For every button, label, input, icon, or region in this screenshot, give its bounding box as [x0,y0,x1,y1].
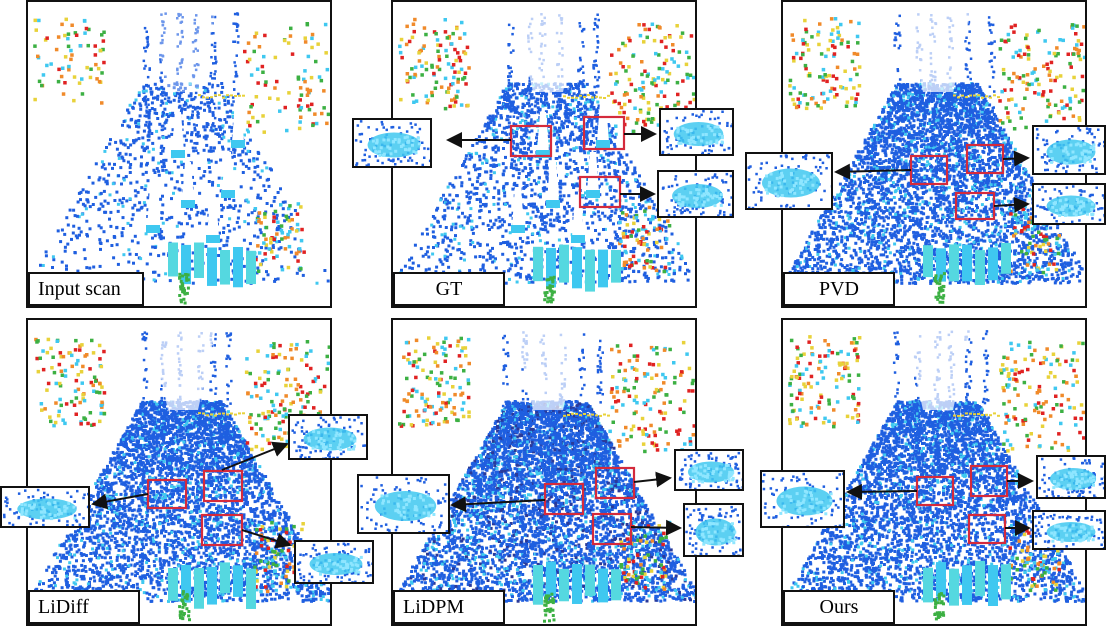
panel-input-scan: Input scan [26,0,332,308]
panel-label: GT [393,272,505,306]
zoom-inset [1032,125,1106,175]
point-cloud-lidpm [397,320,695,623]
zoom-inset [674,449,744,491]
panel-lidiff: LiDiff [26,318,332,626]
panel-label: LiDiff [28,590,140,624]
zoom-inset [288,414,368,460]
point-cloud-input-scan [33,2,330,305]
zoom-inset [683,503,744,557]
zoom-inset [760,470,845,528]
zoom-inset [745,152,833,210]
panel-label: PVD [783,272,895,306]
panel-gt: GT [391,0,697,308]
point-cloud-lidiff [28,320,330,622]
panel-label: Input scan [28,272,144,306]
panel-lidpm: LiDPM [391,318,697,626]
zoom-inset [352,118,432,168]
zoom-inset [1036,455,1106,499]
zoom-inset [357,474,450,534]
panel-label: LiDPM [393,590,505,624]
zoom-inset [657,170,734,218]
zoom-inset [1032,183,1106,225]
zoom-inset [1032,510,1106,550]
zoom-inset [0,486,90,528]
zoom-inset [294,540,374,584]
zoom-inset [659,108,734,156]
point-cloud-gt [393,2,695,304]
panel-label: Ours [783,590,895,624]
